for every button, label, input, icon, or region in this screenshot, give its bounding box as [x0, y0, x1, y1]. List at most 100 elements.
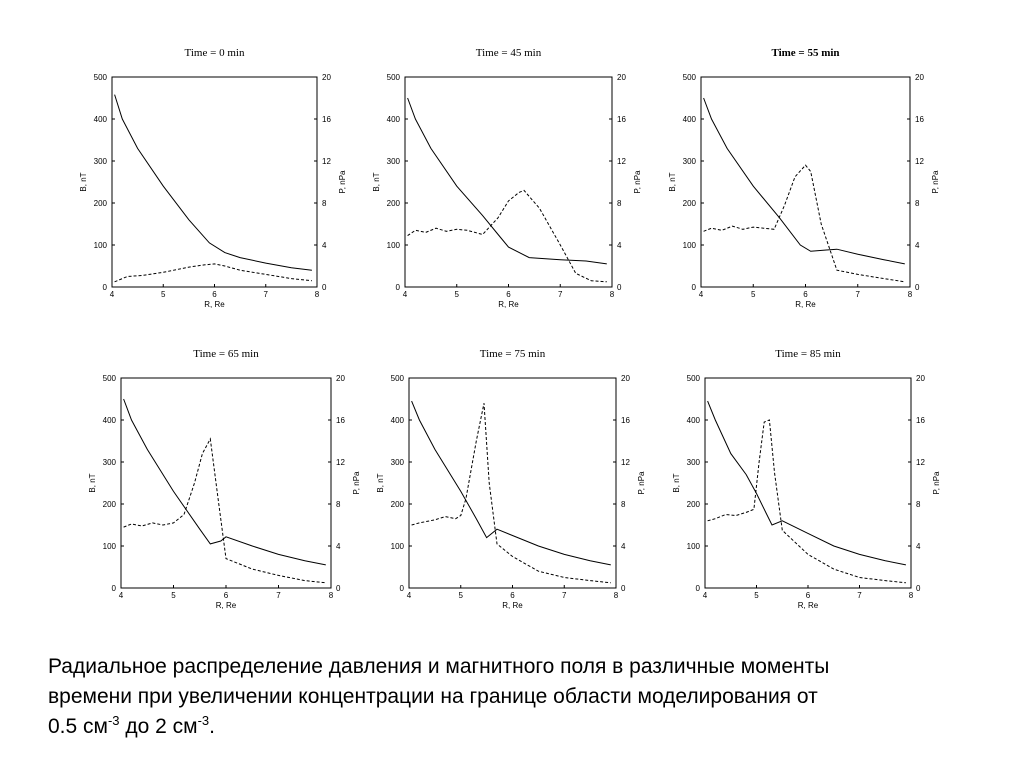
y-left-tick-label: 100	[94, 241, 108, 250]
caption-text: 0.5 см	[48, 715, 108, 738]
y-left-tick-label: 300	[687, 458, 701, 467]
chart-title: Time = 85 min	[775, 348, 841, 360]
y-right-tick-label: 4	[621, 542, 626, 551]
y-left-tick-label: 400	[683, 115, 697, 124]
y-left-axis-label: B, nT	[79, 172, 88, 191]
y-left-tick-label: 200	[687, 500, 701, 509]
x-tick-label: 5	[455, 290, 460, 299]
x-tick-label: 6	[212, 290, 217, 299]
y-right-tick-label: 20	[916, 374, 925, 383]
y-right-axis-label: P, nPa	[931, 170, 940, 194]
y-right-axis-label: P, nPa	[932, 471, 941, 495]
y-left-tick-label: 500	[94, 73, 108, 82]
x-tick-label: 4	[119, 591, 124, 600]
x-tick-label: 7	[562, 591, 567, 600]
y-right-tick-label: 12	[621, 458, 630, 467]
x-tick-label: 5	[161, 290, 166, 299]
y-right-tick-label: 8	[322, 199, 327, 208]
y-left-tick-label: 200	[387, 199, 401, 208]
y-left-tick-label: 500	[103, 374, 117, 383]
x-tick-label: 4	[407, 591, 412, 600]
y-left-tick-label: 200	[391, 500, 405, 509]
x-axis-label: R, Re	[216, 601, 237, 610]
x-tick-label: 8	[908, 290, 913, 299]
y-right-tick-label: 16	[336, 416, 345, 425]
caption-line-1: Радиальное распределение давления и магн…	[48, 655, 830, 678]
pressure-series-line	[707, 419, 906, 584]
x-tick-label: 8	[315, 290, 320, 299]
y-left-tick-label: 300	[387, 157, 401, 166]
y-right-tick-label: 12	[617, 157, 626, 166]
chart-title: Time = 75 min	[480, 348, 546, 360]
plot-frame	[404, 76, 613, 288]
y-right-tick-label: 20	[336, 374, 345, 383]
x-tick-label: 7	[264, 290, 269, 299]
caption-line-3: 0.5 см-3 до 2 см-3.	[48, 712, 1008, 742]
y-left-tick-label: 0	[692, 283, 697, 292]
y-left-tick-label: 500	[687, 374, 701, 383]
x-tick-label: 8	[329, 591, 334, 600]
y-left-tick-label: 100	[687, 542, 701, 551]
y-left-axis-label: B, nT	[668, 172, 677, 191]
y-left-tick-label: 300	[94, 157, 108, 166]
caption-exponent: -3	[197, 713, 210, 728]
chart-title: Time = 45 min	[476, 47, 542, 59]
x-tick-label: 7	[276, 591, 281, 600]
x-tick-label: 4	[403, 290, 408, 299]
pressure-series-line	[703, 164, 905, 283]
caption-line-2: времени при увеличении концентрации на г…	[48, 685, 818, 708]
pressure-series-line	[123, 437, 326, 584]
y-right-tick-label: 8	[916, 500, 921, 509]
magnetic-field-series-line	[407, 97, 607, 265]
y-right-tick-label: 16	[621, 416, 630, 425]
x-tick-label: 7	[856, 290, 861, 299]
x-tick-label: 5	[751, 290, 756, 299]
y-left-tick-label: 300	[391, 458, 405, 467]
y-right-tick-label: 16	[322, 115, 331, 124]
x-axis-label: R, Re	[795, 300, 816, 309]
x-tick-label: 7	[857, 591, 862, 600]
y-right-tick-label: 4	[617, 241, 622, 250]
y-left-axis-label: B, nT	[372, 172, 381, 191]
y-left-tick-label: 0	[112, 584, 117, 593]
x-tick-label: 6	[224, 591, 229, 600]
plot-frame	[700, 76, 911, 288]
chart-title: Time = 55 min	[771, 47, 839, 59]
y-right-tick-label: 16	[617, 115, 626, 124]
y-left-tick-label: 0	[396, 283, 401, 292]
caption-text: до 2 см	[119, 715, 198, 738]
y-left-tick-label: 400	[687, 416, 701, 425]
x-tick-label: 8	[909, 591, 914, 600]
y-left-tick-label: 100	[683, 241, 697, 250]
y-right-axis-label: P, nPa	[633, 170, 642, 194]
x-tick-label: 5	[754, 591, 759, 600]
y-left-tick-label: 0	[400, 584, 405, 593]
x-tick-label: 4	[703, 591, 708, 600]
y-left-tick-label: 500	[391, 374, 405, 383]
x-tick-label: 8	[614, 591, 619, 600]
y-left-tick-label: 0	[696, 584, 701, 593]
x-tick-label: 6	[803, 290, 808, 299]
y-right-tick-label: 0	[336, 584, 341, 593]
pressure-series-line	[411, 403, 611, 584]
y-left-tick-label: 100	[391, 542, 405, 551]
y-left-tick-label: 200	[103, 500, 117, 509]
y-right-tick-label: 0	[617, 283, 622, 292]
y-left-tick-label: 300	[103, 458, 117, 467]
y-right-tick-label: 20	[617, 73, 626, 82]
x-tick-label: 8	[610, 290, 615, 299]
caption-exponent: -3	[107, 713, 120, 728]
y-right-tick-label: 8	[915, 199, 920, 208]
y-right-tick-label: 12	[322, 157, 331, 166]
y-left-tick-label: 500	[387, 73, 401, 82]
y-left-tick-label: 100	[103, 542, 117, 551]
y-right-tick-label: 4	[916, 542, 921, 551]
y-right-axis-label: P, nPa	[352, 471, 361, 495]
y-left-tick-label: 400	[391, 416, 405, 425]
magnetic-field-series-line	[703, 97, 905, 265]
